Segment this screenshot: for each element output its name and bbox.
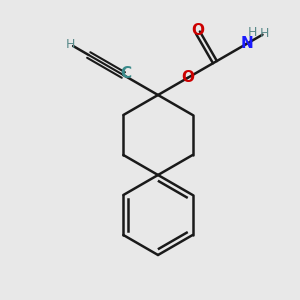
Text: O: O bbox=[181, 70, 194, 85]
Text: C: C bbox=[120, 67, 131, 82]
Text: N: N bbox=[241, 35, 254, 50]
Text: H: H bbox=[65, 38, 75, 50]
Text: H: H bbox=[260, 27, 269, 40]
Text: O: O bbox=[191, 23, 204, 38]
Text: H: H bbox=[248, 26, 257, 38]
